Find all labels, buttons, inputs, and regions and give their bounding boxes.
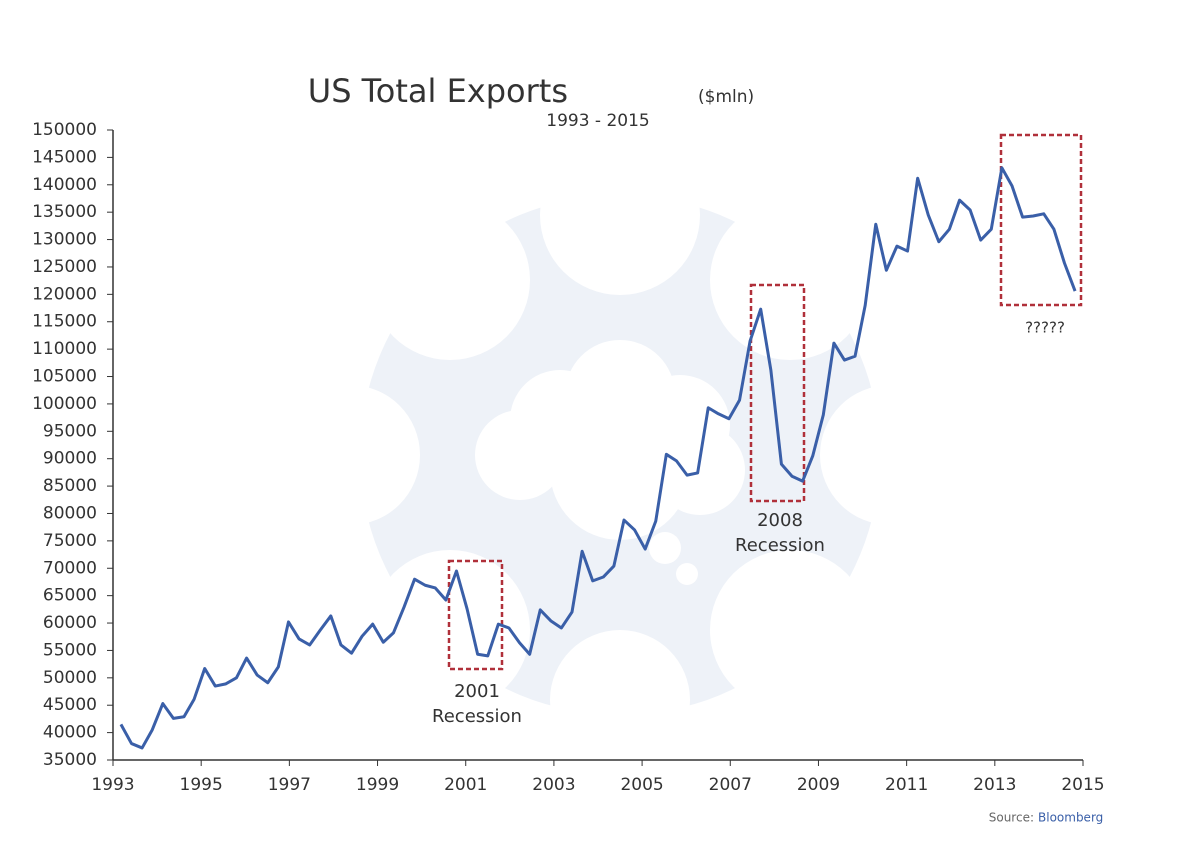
y-tick-label: 140000: [32, 175, 97, 195]
x-tick-label: 2015: [1061, 775, 1104, 795]
watermark-cutouts: [280, 135, 960, 770]
x-tick-label: 2013: [973, 775, 1016, 795]
y-tick-label: 60000: [43, 613, 97, 633]
y-tick-label: 50000: [43, 668, 97, 688]
x-tick-label: 2009: [797, 775, 840, 795]
y-tick-label: 125000: [32, 257, 97, 277]
y-tick-label: 40000: [43, 723, 97, 743]
chart-title: US Total Exports: [308, 72, 568, 110]
source-name: Bloomberg: [1038, 811, 1103, 825]
title-unit: ($mln): [698, 87, 754, 107]
source-label: Source:: [989, 811, 1034, 825]
y-tick-label: 45000: [43, 695, 97, 715]
y-tick-label: 85000: [43, 476, 97, 496]
y-tick-label: 145000: [32, 147, 97, 167]
annotation-box: [749, 283, 806, 503]
annotation: ?????: [1025, 319, 1065, 337]
x-tick-label: 1993: [91, 775, 134, 795]
y-tick-label: 80000: [43, 503, 97, 523]
x-tick-label: 2001: [444, 775, 487, 795]
y-tick-label: 75000: [43, 531, 97, 551]
y-tick-label: 135000: [32, 202, 97, 222]
annotation-box: [447, 559, 504, 671]
y-tick-label: 115000: [32, 312, 97, 332]
annotation: 2001: [454, 681, 500, 702]
x-tick-label: 1995: [180, 775, 223, 795]
x-tick-label: 2003: [532, 775, 575, 795]
x-tick-label: 2011: [885, 775, 928, 795]
y-tick-label: 150000: [32, 120, 97, 140]
y-tick-label: 100000: [32, 394, 97, 414]
y-tick-label: 55000: [43, 640, 97, 660]
annotation: Recession: [432, 706, 522, 727]
y-tick-label: 35000: [43, 750, 97, 770]
y-tick-label: 105000: [32, 367, 97, 387]
x-tick-label: 2007: [709, 775, 752, 795]
y-tick-label: 110000: [32, 339, 97, 359]
annotation: Recession: [735, 535, 825, 556]
y-tick-label: 95000: [43, 421, 97, 441]
data-line: [119, 166, 1077, 750]
y-tick-label: 70000: [43, 558, 97, 578]
x-tick-label: 1997: [268, 775, 311, 795]
x-tick-label: 1999: [356, 775, 399, 795]
x-tick-label: 2005: [620, 775, 663, 795]
annotation-box: [999, 133, 1083, 307]
y-tick-label: 130000: [32, 230, 97, 250]
y-tick-label: 90000: [43, 449, 97, 469]
subtitle: 1993 - 2015: [546, 111, 649, 131]
y-tick-label: 120000: [32, 284, 97, 304]
y-tick-label: 65000: [43, 586, 97, 606]
annotation: 2008: [757, 510, 803, 531]
